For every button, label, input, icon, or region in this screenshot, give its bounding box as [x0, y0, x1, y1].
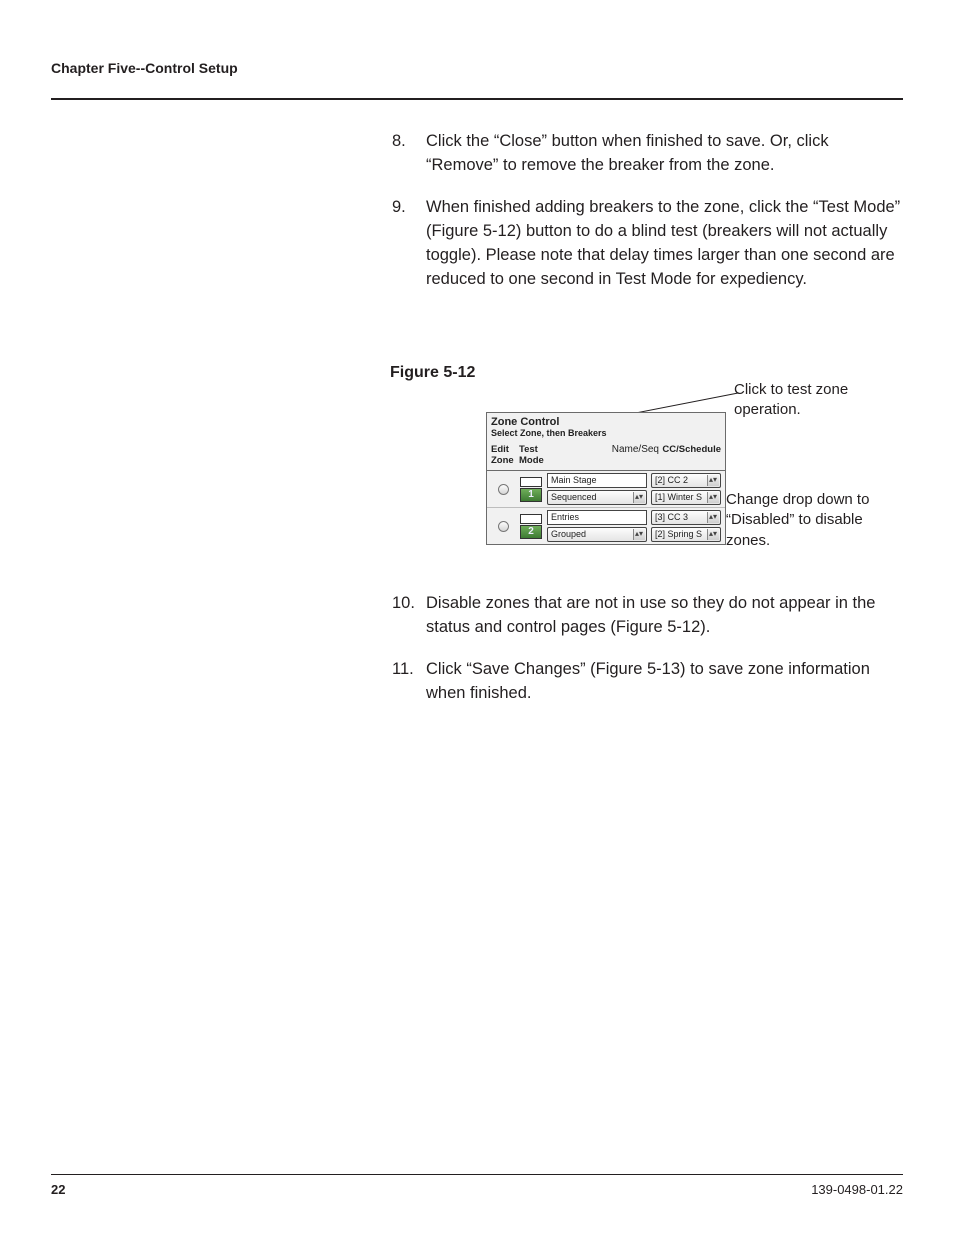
col-edit-label: Edit	[491, 444, 509, 455]
step-text: Click “Save Changes” (Figure 5-13) to sa…	[426, 658, 902, 706]
zone-name-input[interactable]: Main Stage	[547, 473, 647, 488]
zone-schedule-value: [1] Winter S	[655, 492, 702, 502]
step-number: 9.	[392, 196, 426, 292]
zone-badge[interactable]: 2	[519, 510, 543, 542]
col-mode-label: Mode	[519, 455, 544, 466]
step-item: 8. Click the “Close” button when finishe…	[392, 130, 902, 178]
zone-cc-select[interactable]: [3] CC 3▴▾	[651, 510, 721, 525]
zone-slot-icon	[520, 477, 542, 487]
col-edit: Edit Zone	[491, 444, 519, 466]
zone-schedule-value: [2] Spring S	[655, 529, 702, 539]
footer-rule	[51, 1174, 903, 1175]
zone-edit-radio[interactable]	[491, 510, 515, 542]
zone-edit-radio[interactable]	[491, 473, 515, 505]
document-number: 139-0498-01.22	[811, 1182, 903, 1197]
zone-schedule-select[interactable]: [1] Winter S▴▾	[651, 490, 721, 505]
callout-disable-zones: Change drop down to “Disabled” to disabl…	[726, 490, 906, 551]
step-text: Disable zones that are not in use so the…	[426, 592, 902, 640]
zone-number: 2	[520, 525, 542, 539]
step-list-top: 8. Click the “Close” button when finishe…	[392, 130, 902, 310]
figure-5-12: Figure 5-12 Click to test zone operation…	[390, 364, 910, 582]
zone-number: 1	[520, 488, 542, 502]
step-number: 8.	[392, 130, 426, 178]
zone-control-panel: Zone Control Select Zone, then Breakers …	[486, 412, 726, 545]
col-name-seq-label: Name/Seq	[549, 444, 659, 455]
zone-name-input[interactable]: Entries	[547, 510, 647, 525]
callout-test-zone: Click to test zone operation.	[734, 380, 894, 421]
step-text: When finished adding breakers to the zon…	[426, 196, 902, 292]
zone-row: 1 Main Stage Sequenced▴▾ [2] CC 2▴▾ [1] …	[487, 471, 725, 508]
panel-title: Zone Control	[487, 413, 725, 428]
zone-slot-icon	[520, 514, 542, 524]
zone-seq-select[interactable]: Sequenced▴▾	[547, 490, 647, 505]
step-number: 11.	[392, 658, 426, 706]
step-text: Click the “Close” button when finished t…	[426, 130, 902, 178]
zone-seq-value: Grouped	[551, 529, 586, 539]
step-item: 10. Disable zones that are not in use so…	[392, 592, 902, 640]
zone-row: 2 Entries Grouped▴▾ [3] CC 3▴▾ [2] Sprin…	[487, 508, 725, 544]
panel-header-row: Edit Zone Test Mode Name/Seq CC/Schedule	[487, 442, 725, 471]
zone-seq-value: Sequenced	[551, 492, 597, 502]
col-zone-label: Zone	[491, 455, 514, 466]
chapter-title: Chapter Five--Control Setup	[51, 60, 238, 76]
step-number: 10.	[392, 592, 426, 640]
zone-cc-value: [2] CC 2	[655, 475, 688, 485]
zone-badge[interactable]: 1	[519, 473, 543, 505]
col-test-label: Test	[519, 444, 538, 455]
step-item: 9. When finished adding breakers to the …	[392, 196, 902, 292]
col-cc-schedule: CC/Schedule	[659, 444, 721, 466]
page-number: 22	[51, 1182, 65, 1197]
zone-schedule-select[interactable]: [2] Spring S▴▾	[651, 527, 721, 542]
zone-seq-select[interactable]: Grouped▴▾	[547, 527, 647, 542]
zone-cc-value: [3] CC 3	[655, 512, 688, 522]
col-test: Test Mode	[519, 444, 549, 466]
zone-cc-select[interactable]: [2] CC 2▴▾	[651, 473, 721, 488]
header-rule	[51, 98, 903, 100]
step-list-bottom: 10. Disable zones that are not in use so…	[392, 592, 902, 724]
panel-subtitle: Select Zone, then Breakers	[487, 428, 725, 442]
step-item: 11. Click “Save Changes” (Figure 5-13) t…	[392, 658, 902, 706]
